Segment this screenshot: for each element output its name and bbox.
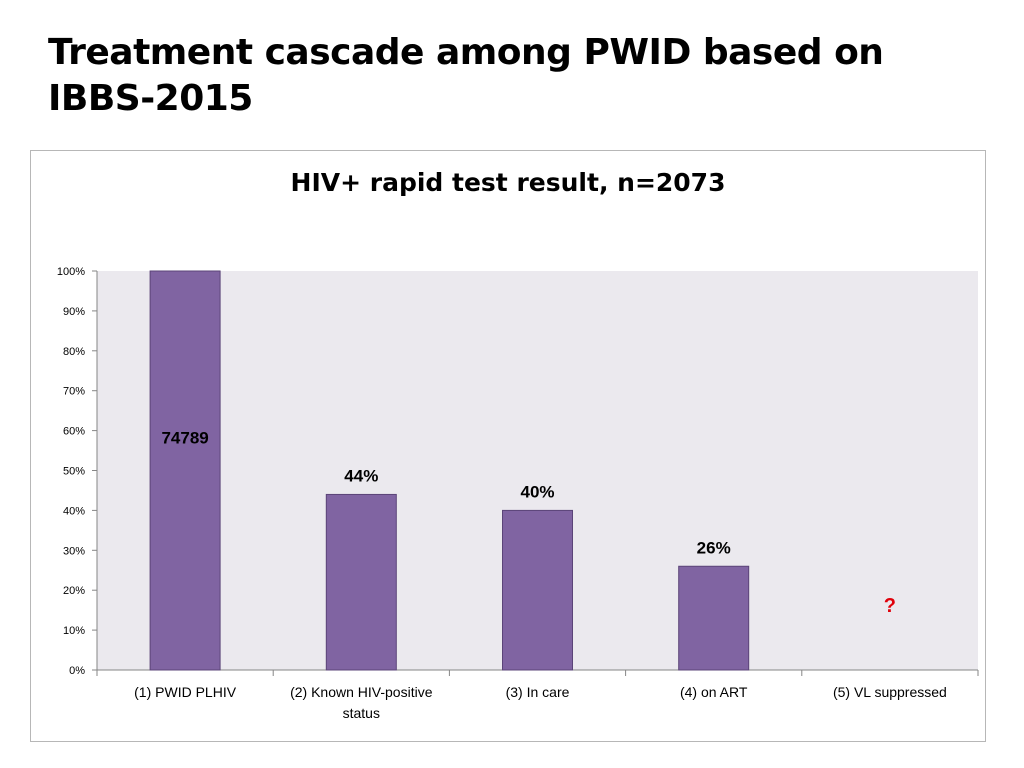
x-tick-label: (5) VL suppressed [833, 684, 947, 700]
bar [149, 270, 221, 671]
data-label: 74789 [161, 429, 208, 448]
y-tick-label: 0% [69, 665, 85, 677]
slide-title-line-1: Treatment cascade among PWID based on [48, 32, 884, 73]
slide-title-line-2: IBBS-2015 [48, 78, 253, 119]
y-tick-label: 30% [63, 545, 85, 557]
x-tick-label: (3) In care [506, 684, 570, 700]
data-label: 26% [697, 538, 731, 557]
bar [325, 493, 397, 671]
y-tick-label: 60% [63, 426, 85, 438]
y-tick-label: 10% [63, 625, 85, 637]
y-tick-label: 100% [57, 266, 85, 278]
bar [678, 565, 750, 671]
x-tick-label: status [343, 705, 380, 721]
x-tick-label: (2) Known HIV-positive [290, 684, 433, 700]
y-tick-label: 20% [63, 585, 85, 597]
y-tick-label: 70% [63, 386, 85, 398]
y-tick-label: 50% [63, 466, 85, 478]
data-label: 44% [344, 466, 378, 485]
slide-title: Treatment cascade among PWID based on IB… [48, 30, 948, 122]
y-tick-label: 80% [63, 346, 85, 358]
chart-title: HIV+ rapid test result, n=2073 [290, 168, 726, 197]
data-label: ? [884, 595, 896, 617]
data-label: 40% [520, 482, 554, 501]
y-tick-label: 40% [63, 505, 85, 517]
x-tick-label: (4) on ART [680, 684, 748, 700]
x-tick-label: (1) PWID PLHIV [134, 684, 237, 700]
y-tick-label: 90% [63, 306, 85, 318]
bar [502, 509, 573, 671]
